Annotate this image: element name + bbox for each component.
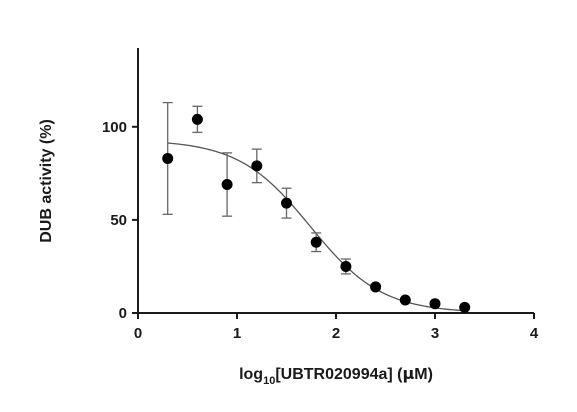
data-points (162, 113, 471, 313)
data-point (191, 113, 203, 125)
y-axis-title: DUB activity (%) (38, 119, 55, 243)
x-axis-title-mu: µ (402, 364, 414, 383)
data-point (340, 260, 352, 272)
y-tick-label: 0 (119, 305, 127, 322)
x-tick-label: 4 (530, 325, 539, 342)
y-ticks: 0 50 100 (102, 119, 138, 322)
data-point (370, 281, 382, 293)
data-point (429, 298, 441, 310)
axes (137, 48, 534, 314)
data-point (281, 197, 292, 209)
y-tick-label: 50 (110, 212, 127, 229)
error-bars (162, 101, 470, 309)
x-tick-label: 1 (233, 325, 241, 342)
data-point (310, 236, 322, 248)
y-tick-label: 100 (102, 119, 127, 136)
x-axis-title-prefix: log (239, 366, 263, 383)
x-axis-title-suffix: [UBTR020994a] ( (275, 366, 403, 383)
x-axis-title-subscript: 10 (263, 375, 275, 387)
x-axis-title-unit-end: M) (414, 366, 433, 383)
x-tick-label: 3 (431, 325, 439, 342)
fit-curve (167, 142, 465, 312)
x-axis-title: log10[UBTR020994a] (µM) (239, 364, 433, 387)
data-point (399, 294, 411, 306)
data-point (251, 160, 263, 172)
x-tick-label: 2 (332, 325, 340, 342)
x-ticks: 0 1 2 3 4 (134, 313, 539, 342)
x-tick-label: 0 (134, 325, 142, 342)
data-point (162, 152, 174, 164)
data-point (459, 301, 471, 313)
data-point (221, 179, 233, 191)
